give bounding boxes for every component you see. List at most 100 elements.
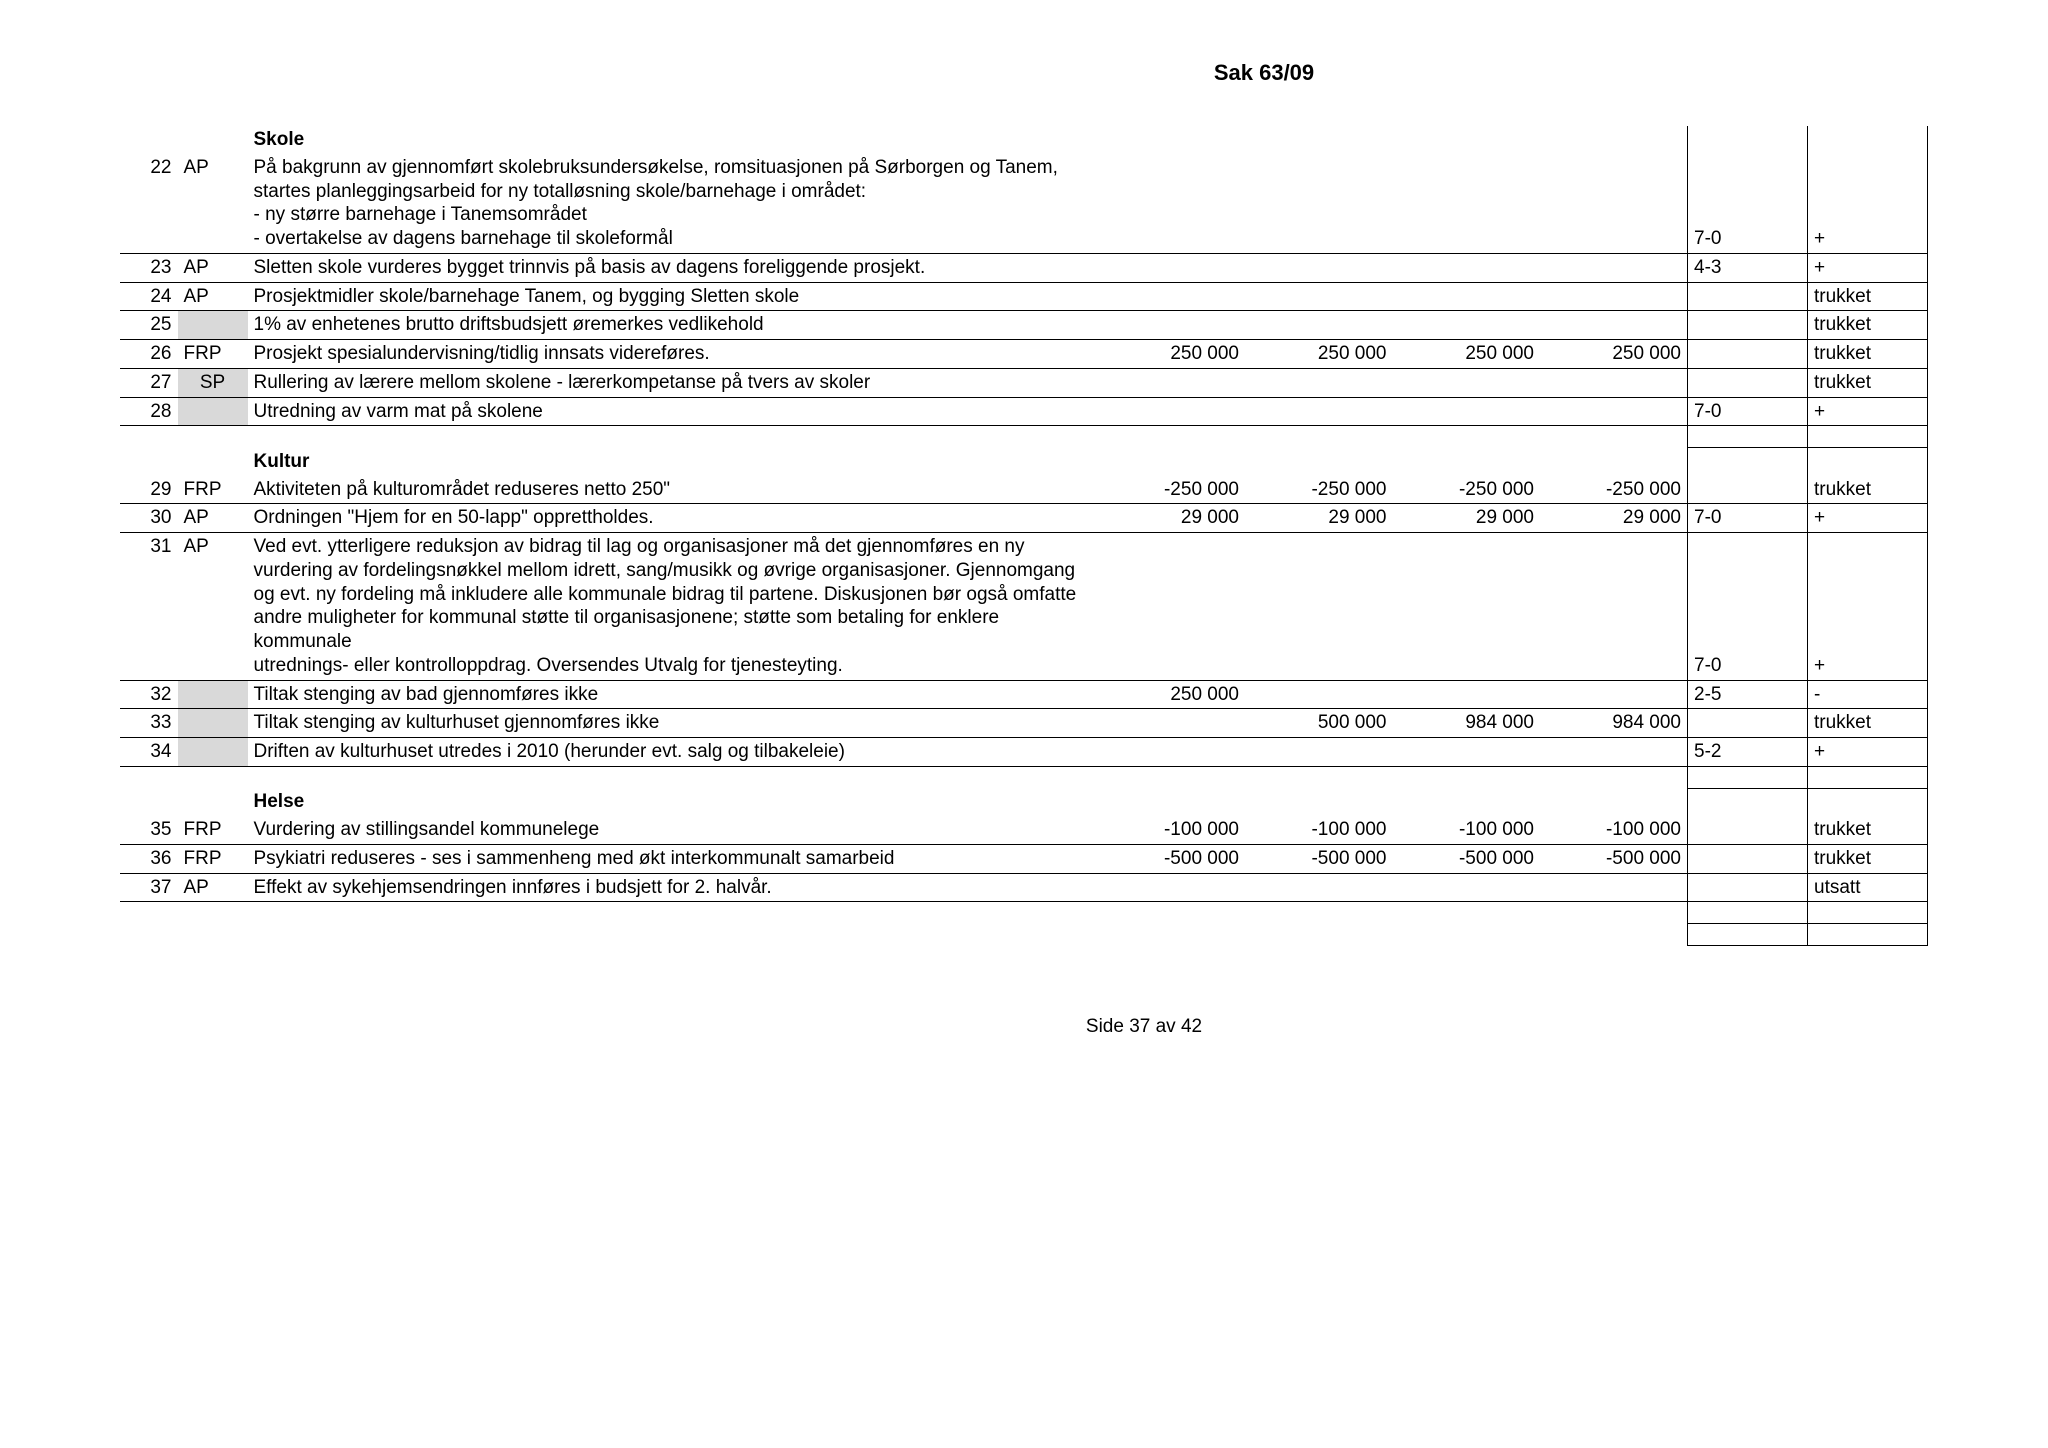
row-number: 27 [120,368,178,397]
row-party: AP [178,253,248,282]
row-description: Psykiatri reduseres - ses i sammenheng m… [248,844,1098,873]
row-status: utsatt [1808,873,1928,902]
page-footer: Side 37 av 42 [120,1016,1928,1038]
row-vote: 2-5 [1688,680,1808,709]
row-party: FRP [178,340,248,369]
row-number: 29 [120,476,178,504]
row-description: Tiltak stenging av kulturhuset gjennomfø… [248,709,1098,738]
table-row: 26FRPProsjekt spesialundervisning/tidlig… [120,340,1928,369]
row-status: trukket [1808,340,1928,369]
table-row: 34 Driften av kulturhuset utredes i 2010 … [120,738,1928,767]
row-number: 36 [120,844,178,873]
row-vote [1688,282,1808,311]
row-vote: 7-0 [1688,154,1808,254]
table-row: 29FRPAktiviteten på kulturområdet reduse… [120,476,1928,504]
row-description: Sletten skole vurderes bygget trinnvis p… [248,253,1098,282]
row-number: 37 [120,873,178,902]
section-spacer [120,766,1928,788]
row-number: 22 [120,154,178,254]
row-description: Driften av kulturhuset utredes i 2010 (h… [248,738,1098,767]
table-row: 37APEffekt av sykehjemsendringen innføre… [120,873,1928,902]
row-vote: 4-3 [1688,253,1808,282]
row-vote [1688,816,1808,844]
row-status: + [1808,154,1928,254]
row-number: 34 [120,738,178,767]
row-status: - [1808,680,1928,709]
table-row: 28Utredning av varm mat på skolene7-0+ [120,397,1928,426]
row-party: FRP [178,816,248,844]
table-row: 251% av enhetenes brutto driftsbudsjett … [120,311,1928,340]
section-header: Skole [120,126,1928,154]
row-vote: 7-0 [1688,533,1808,681]
row-vote: 7-0 [1688,397,1808,426]
row-party: AP [178,533,248,681]
table-row: 31APVed evt. ytterligere reduksjon av bi… [120,533,1928,681]
row-vote: 7-0 [1688,504,1808,533]
row-vote [1688,709,1808,738]
row-description: Rullering av lærere mellom skolene - lær… [248,368,1098,397]
row-description: Prosjektmidler skole/barnehage Tanem, og… [248,282,1098,311]
table-row: 35FRPVurdering av stillingsandel kommune… [120,816,1928,844]
row-status: + [1808,738,1928,767]
row-description: Utredning av varm mat på skolene [248,397,1098,426]
row-vote [1688,368,1808,397]
row-party [178,311,248,340]
row-number: 24 [120,282,178,311]
row-party: FRP [178,476,248,504]
row-number: 33 [120,709,178,738]
table-row: 23APSletten skole vurderes bygget trinnv… [120,253,1928,282]
row-party: AP [178,504,248,533]
table-row: 24APProsjektmidler skole/barnehage Tanem… [120,282,1928,311]
section-header: Helse [120,788,1928,816]
table-row: 33 Tiltak stenging av kulturhuset gjennom… [120,709,1928,738]
row-description: Effekt av sykehjemsendringen innføres i … [248,873,1098,902]
row-status: trukket [1808,844,1928,873]
section-header-label: Skole [248,126,1098,154]
row-description: 1% av enhetenes brutto driftsbudsjett ør… [248,311,1098,340]
row-description: På bakgrunn av gjennomført skolebruksund… [248,154,1098,254]
table-row: 30APOrdningen "Hjem for en 50-lapp" oppr… [120,504,1928,533]
row-description: Vurdering av stillingsandel kommunelege [248,816,1098,844]
row-status: trukket [1808,476,1928,504]
row-status: + [1808,504,1928,533]
row-vote [1688,476,1808,504]
row-number: 32 [120,680,178,709]
row-description: Tiltak stenging av bad gjennomføres ikke [248,680,1098,709]
row-party [178,680,248,709]
row-number: 26 [120,340,178,369]
row-number: 35 [120,816,178,844]
table-row: 32 Tiltak stenging av bad gjennomføres ik… [120,680,1928,709]
section-header-label: Kultur [248,448,1098,476]
row-party: FRP [178,844,248,873]
row-party: AP [178,154,248,254]
table-row: 36FRPPsykiatri reduseres - ses i sammenh… [120,844,1928,873]
row-number: 31 [120,533,178,681]
row-description: Aktiviteten på kulturområdet reduseres n… [248,476,1098,504]
row-number: 30 [120,504,178,533]
row-vote: 5-2 [1688,738,1808,767]
row-vote [1688,340,1808,369]
row-description: Ordningen "Hjem for en 50-lapp" oppretth… [248,504,1098,533]
row-party [178,709,248,738]
row-status: trukket [1808,368,1928,397]
section-header-label: Helse [248,788,1098,816]
row-description: Prosjekt spesialundervisning/tidlig inns… [248,340,1098,369]
budget-table: Skole22APPå bakgrunn av gjennomført skol… [120,126,1928,946]
trailing-spacer [120,902,1928,924]
row-number: 23 [120,253,178,282]
row-status: + [1808,253,1928,282]
row-party: AP [178,282,248,311]
row-status: trukket [1808,282,1928,311]
section-header: Kultur [120,448,1928,476]
page-title: Sak 63/09 [120,60,1928,86]
table-row: 27SPRullering av lærere mellom skolene -… [120,368,1928,397]
table-row: 22APPå bakgrunn av gjennomført skolebruk… [120,154,1928,254]
row-status: trukket [1808,816,1928,844]
section-spacer [120,426,1928,448]
row-status: + [1808,533,1928,681]
row-status: trukket [1808,311,1928,340]
row-vote [1688,873,1808,902]
row-status: trukket [1808,709,1928,738]
row-description: Ved evt. ytterligere reduksjon av bidrag… [248,533,1098,681]
row-status: + [1808,397,1928,426]
